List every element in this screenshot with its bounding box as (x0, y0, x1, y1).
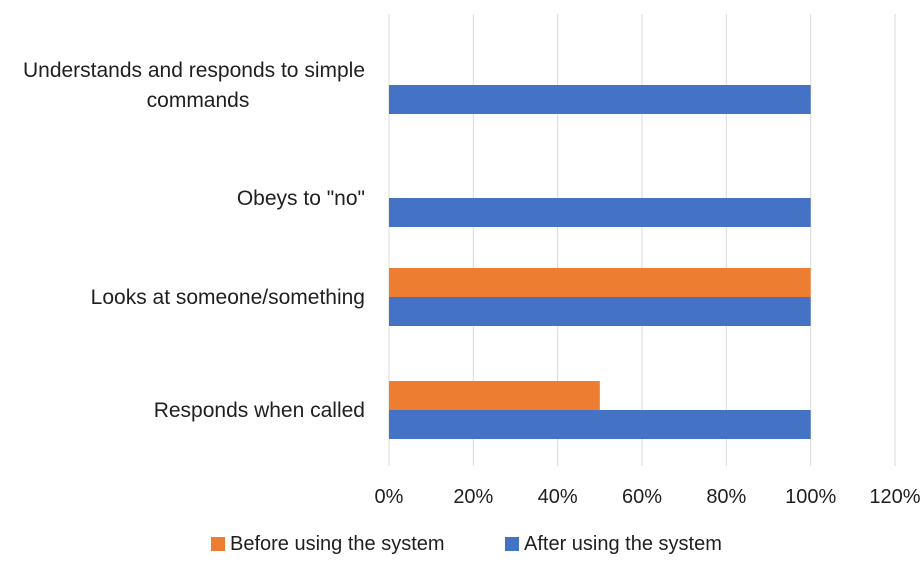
bar-after (389, 198, 811, 227)
category-labels: Understands and responds to simple comman… (23, 59, 365, 422)
legend: Before using the system After using the s… (211, 533, 722, 555)
bar-after (389, 410, 811, 439)
legend-label: Before using the system (230, 533, 445, 555)
legend-swatch (211, 537, 225, 551)
bar-after (389, 85, 811, 114)
x-tick-label: 100% (785, 486, 836, 508)
category-label: Looks at someone/something (91, 286, 365, 309)
legend-item-before: Before using the system (211, 533, 445, 555)
legend-swatch (505, 537, 519, 551)
legend-label: After using the system (524, 533, 722, 555)
category-label: Responds when called (154, 399, 365, 422)
x-tick-label: 0% (375, 486, 404, 508)
x-tick-label: 120% (869, 486, 920, 508)
bar-after (389, 297, 811, 326)
category-label: commands (147, 89, 250, 112)
x-tick-label: 80% (706, 486, 746, 508)
legend-item-after: After using the system (505, 533, 722, 555)
category-label: Understands and responds to simple (23, 59, 365, 82)
bar-before (389, 381, 600, 410)
bar-before (389, 268, 811, 297)
x-tick-label: 60% (622, 486, 662, 508)
category-label: Obeys to "no" (237, 187, 365, 210)
x-tick-label: 20% (453, 486, 493, 508)
x-tick-label: 40% (538, 486, 578, 508)
x-axis-ticks: 0% 20% 40% 60% 80% 100% 120% (375, 486, 921, 508)
bars (389, 85, 811, 439)
